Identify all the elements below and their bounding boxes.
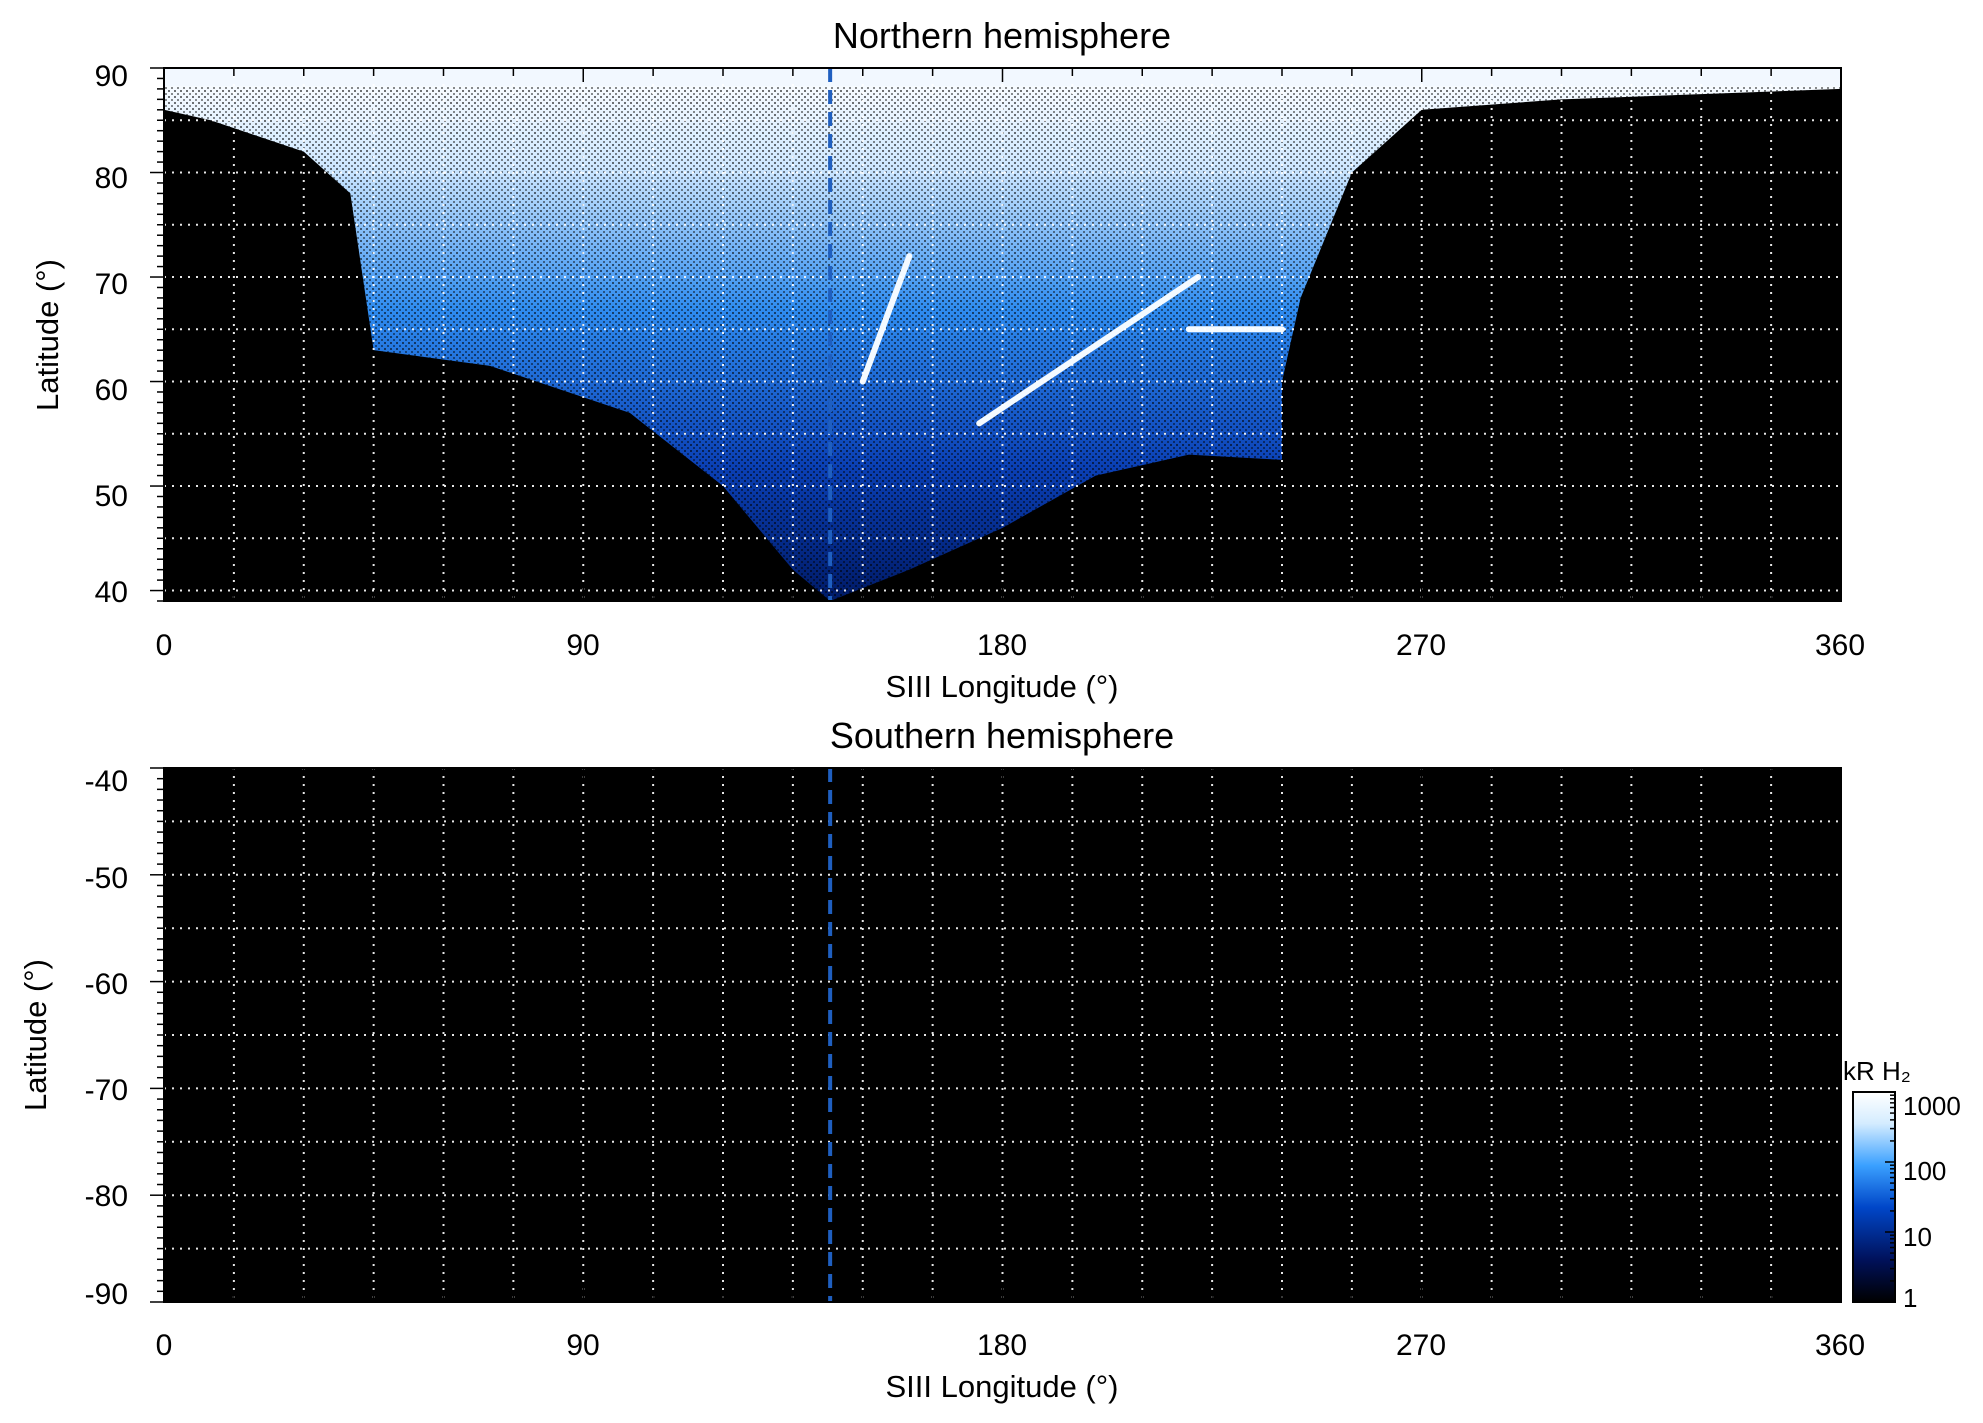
south-x-ticks [163,768,1842,1302]
north-x-axis-label: SIII Longitude (°) [886,669,1119,704]
colorbar-gradient [1852,1091,1896,1303]
colorbar-ticks [1885,1094,1895,1303]
south-y-ticks [150,767,164,1303]
north-x-tick-label-180: 180 [977,629,1027,662]
south-x-axis-label: SIII Longitude (°) [886,1369,1119,1404]
north-x-tick-label-90: 90 [566,629,599,662]
north-x-tick-label-270: 270 [1396,629,1446,662]
north-x-ticks [163,68,1842,601]
north-y-tick-label-40: 40 [95,576,128,609]
south-title: Southern hemisphere [830,715,1174,756]
south-y-tick-label-40: -40 [85,765,128,798]
north-y-tick-label-80: 80 [95,162,128,195]
south-y-tick-label-80: -80 [85,1180,128,1213]
south-y-tick-label-60: -60 [85,968,128,1001]
north-x-tick-label-360: 360 [1815,629,1865,662]
south-x-tick-label-0: 0 [156,1329,173,1362]
northern-hemisphere-panel: Northern hemisphere 40 50 60 70 80 90 0 … [30,15,1865,704]
colorbar-tick-label-1: 1 [1903,1283,1917,1313]
colorbar-tick-label-100: 100 [1903,1156,1946,1186]
north-bright-arc [976,274,1202,427]
south-grid [164,768,1841,1302]
south-x-tick-label-360: 360 [1815,1329,1865,1362]
south-x-tick-label-270: 270 [1396,1329,1446,1362]
north-y-axis-label: Latitude (°) [30,259,65,411]
north-y-tick-label-60: 60 [95,374,128,407]
north-y-ticks [150,67,164,602]
south-x-tick-label-180: 180 [977,1329,1027,1362]
south-x-tick-label-90: 90 [566,1329,599,1362]
colorbar-tick-label-10: 10 [1903,1222,1932,1252]
north-x-tick-label-0: 0 [156,629,173,662]
south-y-tick-label-50: -50 [85,862,128,895]
north-grid [164,68,1841,601]
south-y-axis-label: Latitude (°) [18,959,53,1111]
south-y-tick-label-90: -90 [85,1278,128,1311]
south-y-tick-label-70: -70 [85,1074,128,1107]
north-y-tick-label-70: 70 [95,268,128,301]
colorbar-label: kR H₂ [1843,1056,1911,1086]
southern-hemisphere-panel: Southern hemisphere -40 -50 -60 -70 -80 … [18,715,1865,1404]
north-emission-texture [164,70,1841,601]
colorbar-tick-label-1000: 1000 [1903,1091,1961,1121]
north-y-tick-label-50: 50 [95,480,128,513]
north-y-tick-label-90: 90 [95,60,128,93]
north-title: Northern hemisphere [833,15,1171,56]
colorbar: kR H₂ 1000 100 10 1 [1843,1056,1961,1313]
